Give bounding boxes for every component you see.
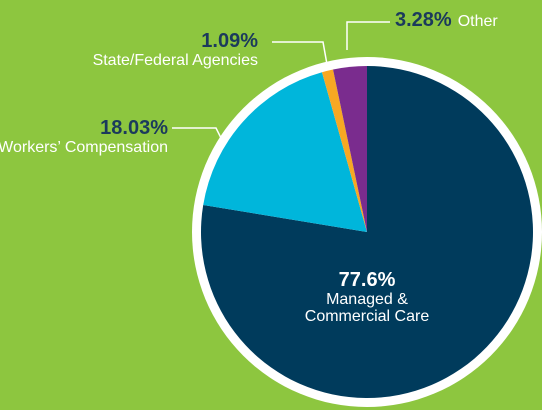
pie-slice	[321, 69, 367, 232]
leader-line	[272, 41, 329, 71]
slice-label: 3.28% Other	[395, 10, 498, 31]
leader-line	[346, 21, 390, 50]
slice-label: 1.09% State/Federal Agencies	[0, 30, 258, 70]
category-label: Workers’ Compensation	[0, 139, 168, 156]
leader-line	[172, 127, 223, 141]
slice-label: 18.03% Workers’ Compensation	[0, 117, 168, 157]
category-label: Other	[457, 13, 498, 30]
pie-slice	[203, 72, 367, 232]
slice-label: 77.6% Managed & Commercial Care	[302, 269, 432, 326]
category-label: Managed & Commercial Care	[304, 291, 430, 325]
value-label: 3.28%	[395, 9, 452, 31]
value-label: 18.03%	[100, 117, 168, 139]
value-label: 1.09%	[201, 30, 258, 52]
category-label: State/Federal Agencies	[92, 52, 258, 69]
pie-slice	[333, 66, 367, 232]
value-label: 77.6%	[338, 269, 396, 291]
